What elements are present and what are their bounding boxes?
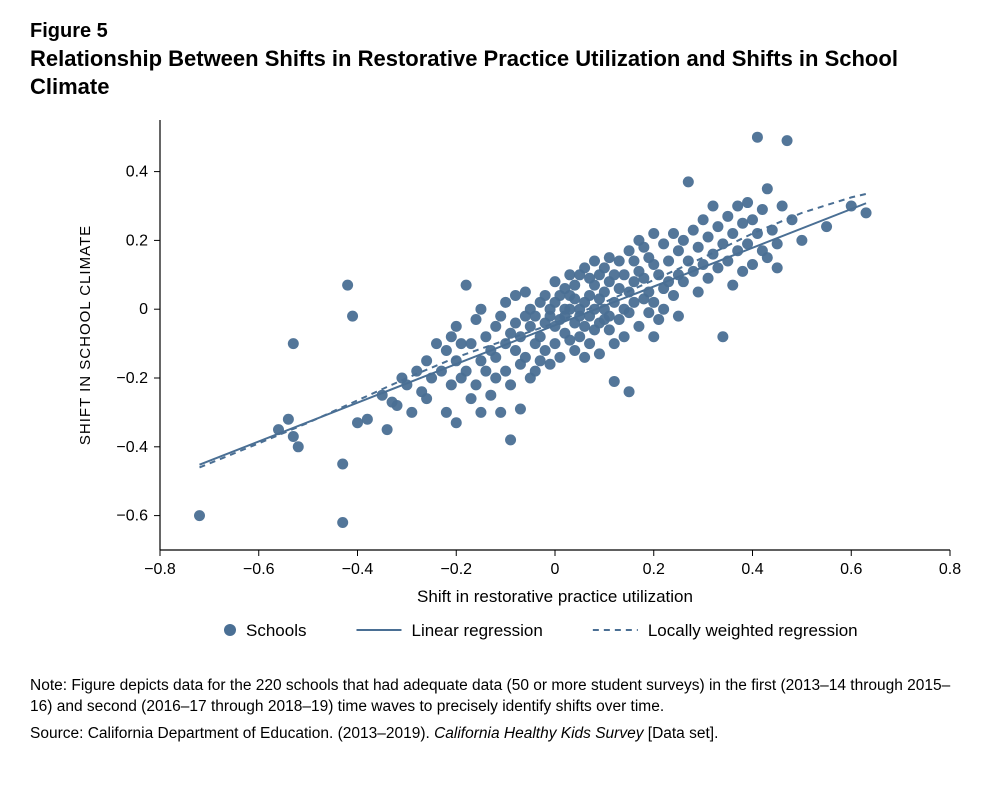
- source-text-2: [Data set].: [643, 725, 718, 742]
- svg-text:0.8: 0.8: [939, 561, 961, 578]
- svg-text:−0.4: −0.4: [116, 439, 148, 456]
- svg-text:Linear regression: Linear regression: [411, 621, 542, 640]
- chart-svg: −0.6 −0.4 −0.2 0 0.2 0.4 −0.8 −0.6 −0.4 −0.2 0 0.2 0…: [30, 110, 970, 670]
- figure-source: Source: California Department of Educati…: [30, 724, 970, 745]
- svg-text:0.4: 0.4: [126, 164, 148, 181]
- scatter-chart: −0.6 −0.4 −0.2 0 0.2 0.4 −0.8 −0.6 −0.4 −0.2 0 0.2 0…: [30, 110, 970, 670]
- svg-text:0.6: 0.6: [840, 561, 862, 578]
- svg-text:Shift in restorative practice: Shift in restorative practice utilizatio…: [417, 587, 693, 606]
- svg-text:−0.2: −0.2: [440, 561, 472, 578]
- svg-text:−0.8: −0.8: [144, 561, 176, 578]
- figure-title: Relationship Between Shifts in Restorati…: [30, 45, 970, 100]
- figure-label: Figure 5: [30, 20, 970, 43]
- source-italic: California Healthy Kids Survey: [434, 725, 643, 742]
- svg-text:0.2: 0.2: [126, 232, 148, 249]
- svg-text:−0.2: −0.2: [116, 370, 148, 387]
- svg-text:−0.4: −0.4: [342, 561, 374, 578]
- note-text: Figure depicts data for the 220 schools …: [30, 677, 950, 715]
- svg-text:0.2: 0.2: [643, 561, 665, 578]
- figure-note: Note: Figure depicts data for the 220 sc…: [30, 676, 970, 718]
- svg-text:SHIFT IN SCHOOL CLIMATE: SHIFT IN SCHOOL CLIMATE: [77, 225, 94, 445]
- source-label: Source:: [30, 725, 83, 742]
- figure-container: Figure 5 Relationship Between Shifts in …: [0, 0, 1000, 791]
- svg-text:0.4: 0.4: [741, 561, 763, 578]
- svg-text:Locally weighted regression: Locally weighted regression: [648, 621, 858, 640]
- svg-text:Schools: Schools: [246, 621, 306, 640]
- svg-text:−0.6: −0.6: [116, 508, 148, 525]
- source-text-1: California Department of Education. (201…: [83, 725, 434, 742]
- svg-text:0: 0: [551, 561, 560, 578]
- note-label: Note:: [30, 677, 67, 694]
- svg-text:−0.6: −0.6: [243, 561, 275, 578]
- svg-text:0: 0: [139, 301, 148, 318]
